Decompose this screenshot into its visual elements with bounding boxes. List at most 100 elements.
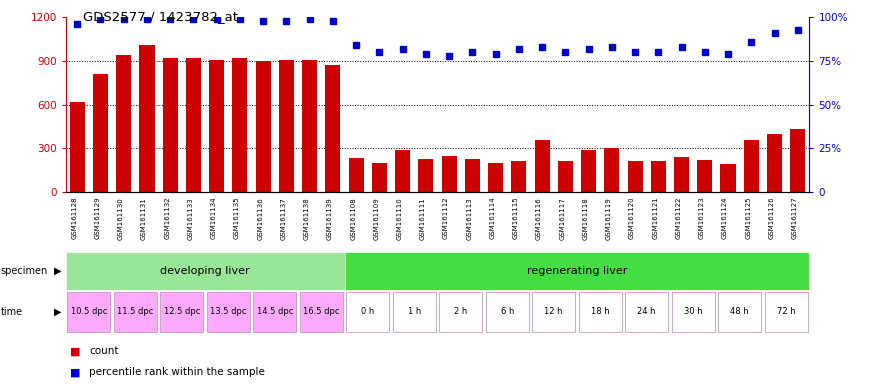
- Text: 14.5 dpc: 14.5 dpc: [256, 308, 293, 316]
- Bar: [439, 292, 482, 332]
- Text: GSM161112: GSM161112: [443, 197, 449, 239]
- Text: GSM161127: GSM161127: [792, 197, 798, 239]
- Text: GSM161119: GSM161119: [606, 197, 612, 240]
- Bar: [511, 161, 527, 192]
- Bar: [163, 58, 178, 192]
- Text: GSM161124: GSM161124: [722, 197, 728, 239]
- Text: GSM161122: GSM161122: [676, 197, 682, 239]
- Bar: [720, 164, 736, 192]
- Text: GSM161114: GSM161114: [490, 197, 495, 239]
- Text: GSM161120: GSM161120: [629, 197, 635, 239]
- Bar: [139, 45, 155, 192]
- Bar: [581, 150, 596, 192]
- Text: 13.5 dpc: 13.5 dpc: [210, 308, 247, 316]
- Bar: [465, 159, 480, 192]
- Text: GSM161135: GSM161135: [234, 197, 240, 239]
- Text: 30 h: 30 h: [684, 308, 703, 316]
- Bar: [348, 158, 364, 192]
- Text: ■: ■: [70, 367, 80, 377]
- Text: GSM161133: GSM161133: [187, 197, 193, 240]
- Bar: [70, 102, 85, 192]
- Bar: [578, 292, 622, 332]
- Text: GSM161111: GSM161111: [420, 197, 426, 240]
- Bar: [532, 292, 576, 332]
- Bar: [345, 252, 809, 290]
- Text: 2 h: 2 h: [454, 308, 467, 316]
- Bar: [326, 65, 340, 192]
- Bar: [372, 163, 387, 192]
- Text: 24 h: 24 h: [637, 308, 656, 316]
- Bar: [790, 129, 805, 192]
- Bar: [66, 252, 345, 290]
- Text: ■: ■: [70, 346, 80, 356]
- Bar: [488, 163, 503, 192]
- Bar: [302, 60, 318, 192]
- Bar: [67, 292, 110, 332]
- Bar: [253, 292, 297, 332]
- Text: 10.5 dpc: 10.5 dpc: [71, 308, 107, 316]
- Bar: [671, 292, 715, 332]
- Bar: [206, 292, 250, 332]
- Text: percentile rank within the sample: percentile rank within the sample: [89, 367, 265, 377]
- Text: GSM161117: GSM161117: [559, 197, 565, 240]
- Bar: [557, 161, 573, 192]
- Text: GSM161110: GSM161110: [396, 197, 402, 240]
- Bar: [396, 150, 410, 192]
- Bar: [625, 292, 668, 332]
- Text: 6 h: 6 h: [500, 308, 514, 316]
- Text: GSM161108: GSM161108: [350, 197, 356, 240]
- Text: GSM161113: GSM161113: [466, 197, 472, 240]
- Bar: [393, 292, 436, 332]
- Text: 11.5 dpc: 11.5 dpc: [117, 308, 153, 316]
- Bar: [651, 161, 666, 192]
- Text: GSM161121: GSM161121: [652, 197, 658, 239]
- Bar: [765, 292, 808, 332]
- Text: GSM161123: GSM161123: [699, 197, 704, 239]
- Text: regenerating liver: regenerating liver: [527, 266, 627, 276]
- Bar: [535, 140, 550, 192]
- Text: ▶: ▶: [53, 266, 61, 276]
- Text: 72 h: 72 h: [777, 308, 795, 316]
- Bar: [255, 61, 270, 192]
- Bar: [346, 292, 389, 332]
- Text: GSM161109: GSM161109: [374, 197, 380, 240]
- Text: 18 h: 18 h: [591, 308, 610, 316]
- Bar: [114, 292, 157, 332]
- Bar: [233, 58, 248, 192]
- Bar: [279, 60, 294, 192]
- Bar: [486, 292, 528, 332]
- Bar: [209, 60, 224, 192]
- Bar: [627, 161, 642, 192]
- Text: specimen: specimen: [1, 266, 48, 276]
- Bar: [299, 292, 343, 332]
- Text: 1 h: 1 h: [408, 308, 421, 316]
- Text: GSM161129: GSM161129: [94, 197, 101, 239]
- Bar: [605, 148, 620, 192]
- Text: 48 h: 48 h: [731, 308, 749, 316]
- Bar: [160, 292, 204, 332]
- Bar: [116, 55, 131, 192]
- Text: GSM161137: GSM161137: [280, 197, 286, 240]
- Text: GSM161134: GSM161134: [211, 197, 217, 239]
- Bar: [744, 140, 759, 192]
- Text: GSM161139: GSM161139: [327, 197, 332, 240]
- Text: GSM161128: GSM161128: [71, 197, 77, 239]
- Bar: [186, 58, 201, 192]
- Text: GSM161116: GSM161116: [536, 197, 542, 240]
- Text: GSM161132: GSM161132: [164, 197, 171, 239]
- Bar: [418, 159, 433, 192]
- Bar: [718, 292, 761, 332]
- Text: GSM161125: GSM161125: [746, 197, 752, 239]
- Text: GSM161131: GSM161131: [141, 197, 147, 240]
- Text: ▶: ▶: [53, 307, 61, 317]
- Text: count: count: [89, 346, 119, 356]
- Bar: [674, 157, 690, 192]
- Bar: [93, 74, 108, 192]
- Text: time: time: [1, 307, 23, 317]
- Text: 0 h: 0 h: [361, 308, 374, 316]
- Text: 12 h: 12 h: [544, 308, 563, 316]
- Text: GSM161115: GSM161115: [513, 197, 519, 239]
- Text: GSM161136: GSM161136: [257, 197, 263, 240]
- Text: 16.5 dpc: 16.5 dpc: [303, 308, 340, 316]
- Text: developing liver: developing liver: [160, 266, 250, 276]
